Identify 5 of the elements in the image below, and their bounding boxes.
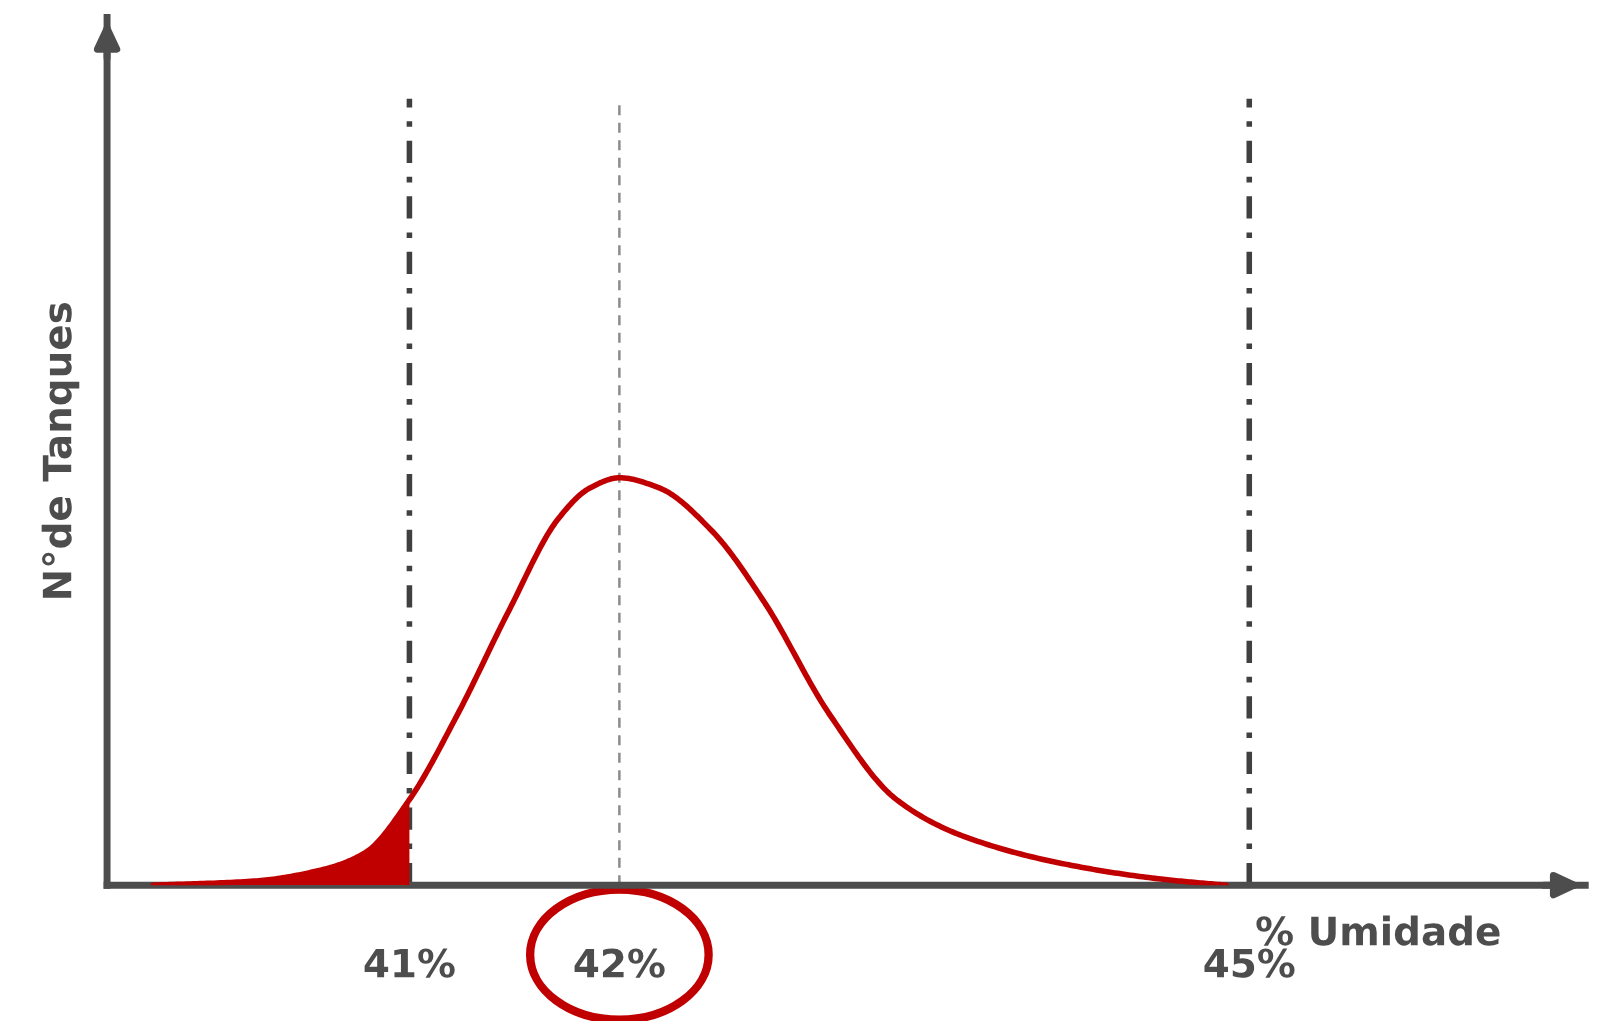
x-axis-title: % Umidade (1256, 915, 1500, 946)
x-tick-label: 42% (574, 948, 665, 978)
x-tick-label: 41% (364, 948, 455, 978)
x-tick-label: 45% (1204, 948, 1295, 978)
y-axis-title: N°de Tanques (41, 303, 80, 598)
